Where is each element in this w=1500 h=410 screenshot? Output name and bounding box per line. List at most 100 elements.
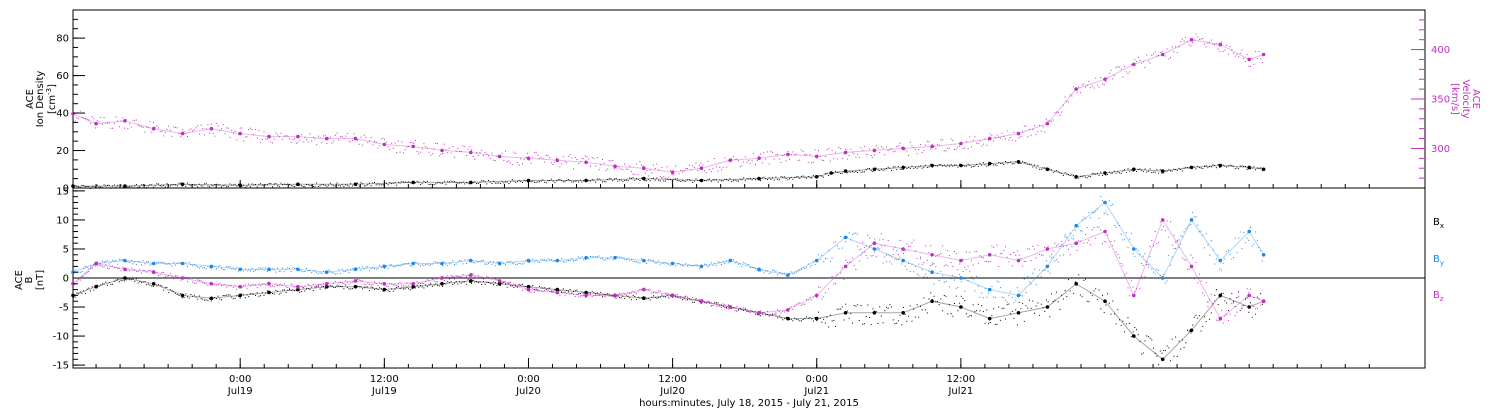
trace-texture-dot (1217, 304, 1219, 306)
trace-texture-dot (212, 133, 214, 135)
trace-texture-dot (663, 295, 665, 297)
trace-texture-dot (1073, 86, 1075, 88)
trace-texture-dot (221, 299, 222, 301)
trace-texture-dot (814, 294, 816, 296)
trace-texture-dot (855, 232, 857, 234)
trace-texture-dot (933, 145, 935, 147)
trace-texture-dot (629, 293, 631, 294)
trace-texture-dot (1255, 231, 1257, 233)
trace-texture-dot (498, 281, 500, 283)
trace-texture-dot (775, 314, 777, 316)
trace-texture-dot (246, 288, 248, 290)
trace-texture-dot (950, 262, 952, 264)
trace-texture-dot (197, 125, 199, 127)
trace-texture-dot (1028, 248, 1030, 250)
trace-texture-dot (363, 185, 365, 187)
trace-texture-dot (253, 293, 255, 295)
trace-texture-dot (612, 180, 614, 182)
trace-texture-dot (860, 248, 862, 250)
trace-texture-dot (967, 316, 969, 318)
trace-texture-dot (1112, 204, 1114, 205)
trace-texture-dot (321, 141, 323, 143)
trace-texture-dot (654, 168, 656, 169)
trace-texture-dot (590, 256, 591, 257)
trace-texture-dot (164, 263, 166, 265)
trace-texture-dot (1192, 42, 1194, 43)
trace-texture-dot (1251, 316, 1253, 318)
trace-texture-dot (1261, 167, 1263, 169)
trace-texture-dot (532, 156, 534, 158)
trace-texture-dot (846, 172, 848, 174)
trace-texture-dot (800, 268, 802, 270)
trace-texture-dot (792, 151, 794, 153)
trace-texture-dot (496, 279, 498, 281)
trace-texture-dot (756, 314, 758, 315)
trace-texture-dot (166, 286, 168, 288)
trace-texture-dot (1015, 300, 1017, 302)
trace-texture-dot (175, 184, 176, 186)
trace-texture-dot (98, 262, 100, 264)
x-tick-time-label: 0:00 (806, 374, 828, 385)
velocity-point (642, 166, 646, 170)
trace-texture-dot (163, 184, 165, 186)
trace-texture-dot (874, 310, 876, 312)
trace-texture-dot (896, 322, 898, 324)
trace-texture-dot (1181, 257, 1183, 259)
trace-texture-dot (1187, 167, 1188, 169)
trace-texture-dot (1176, 52, 1178, 54)
trace-texture-dot (124, 259, 125, 261)
trace-texture-dot (214, 184, 216, 186)
trace-texture-dot (166, 275, 168, 277)
trace-texture-dot (513, 262, 515, 264)
trace-texture-dot (1008, 162, 1010, 164)
trace-texture-dot (309, 133, 311, 135)
trace-texture-dot (918, 149, 920, 150)
trace-texture-dot (1229, 254, 1231, 256)
trace-texture-dot (617, 294, 619, 295)
trace-texture-dot (852, 233, 853, 235)
trace-texture-dot (964, 147, 966, 149)
trace-texture-dot (741, 308, 743, 310)
trace-texture-dot (636, 163, 637, 165)
trace-texture-dot (324, 184, 326, 186)
trace-texture-dot (515, 285, 517, 287)
by-point (1016, 293, 1021, 298)
trace-texture-dot (1180, 243, 1182, 245)
trace-texture-dot (819, 317, 821, 319)
trace-texture-dot (901, 263, 903, 265)
trace-texture-dot (251, 268, 253, 270)
trace-texture-dot (423, 143, 425, 145)
trace-texture-dot (804, 318, 806, 319)
trace-texture-dot (591, 179, 593, 181)
trace-texture-dot (1102, 175, 1103, 176)
trace-texture-dot (222, 185, 224, 187)
trace-texture-dot (437, 284, 438, 286)
trace-texture-dot (1107, 293, 1109, 295)
trace-texture-dot (824, 292, 826, 294)
trace-texture-dot (249, 127, 251, 129)
trace-texture-dot (989, 261, 991, 263)
trace-texture-dot (285, 184, 287, 186)
trace-texture-dot (653, 177, 654, 179)
trace-texture-dot (516, 263, 518, 265)
trace-texture-dot (442, 265, 444, 267)
trace-texture-dot (91, 268, 93, 270)
trace-texture-dot (629, 177, 631, 179)
trace-texture-dot (1144, 340, 1146, 342)
trace-texture-dot (1151, 268, 1153, 270)
trace-texture-dot (1149, 168, 1151, 170)
trace-texture-dot (467, 274, 469, 276)
trace-texture-dot (244, 136, 246, 138)
trace-texture-dot (775, 154, 777, 156)
trace-texture-dot (714, 301, 716, 303)
trace-texture-dot (564, 295, 566, 297)
trace-texture-dot (620, 179, 622, 181)
trace-texture-dot (84, 273, 86, 275)
trace-texture-dot (921, 269, 923, 271)
trace-texture-dot (1248, 239, 1250, 241)
trace-texture-dot (622, 180, 624, 182)
trace-texture-dot (173, 290, 175, 292)
trace-texture-dot (627, 258, 629, 260)
trace-texture-dot (1001, 252, 1003, 254)
trace-texture-dot (518, 263, 520, 264)
